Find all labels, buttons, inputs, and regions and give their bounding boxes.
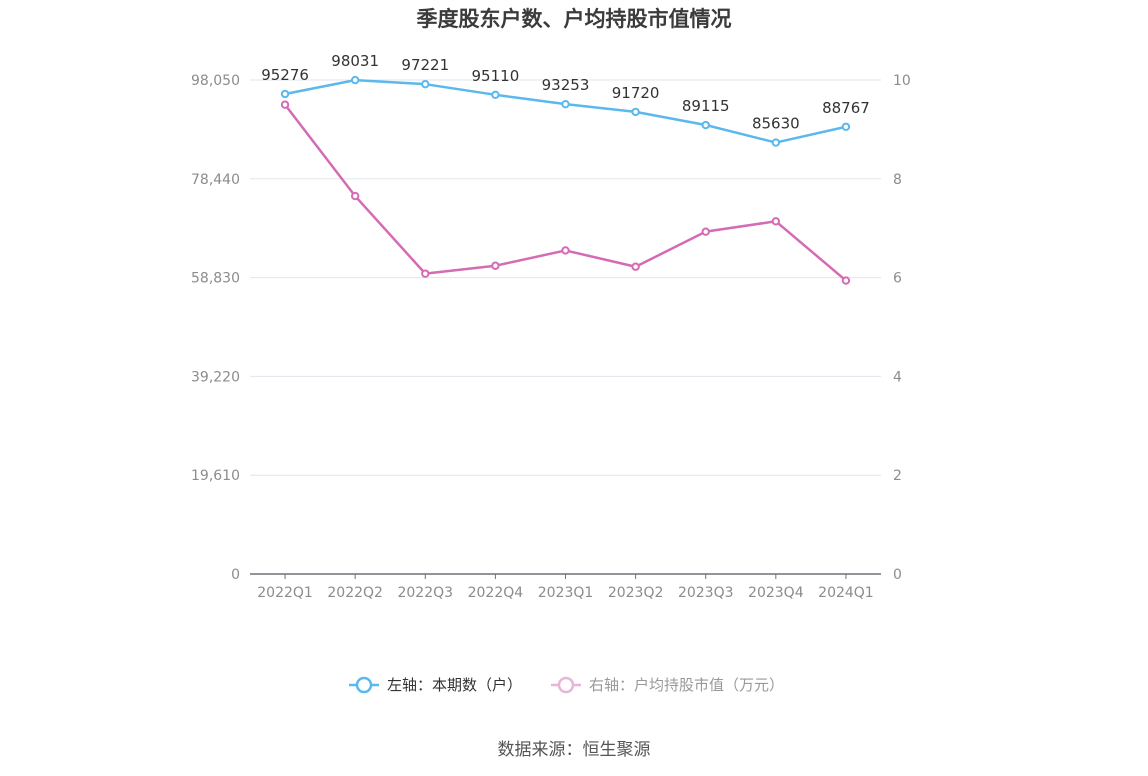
x-axis-tick-label: 2023Q1	[538, 585, 594, 601]
shareholder-count-series-point	[350, 75, 360, 85]
left-axis-tick-label: 58,830	[191, 271, 240, 287]
legend-marker-icon	[355, 676, 373, 694]
right-axis-tick-label: 2	[893, 468, 902, 484]
series	[280, 75, 851, 285]
x-axis-tick-label: 2022Q4	[468, 585, 524, 601]
right-axis-tick-label: 0	[893, 567, 902, 583]
x-axis-tick-label: 2023Q4	[748, 585, 804, 601]
legend-item-shareholder-count[interactable]: 左轴：本期数（户）	[349, 676, 522, 694]
shareholder-count-series-point	[421, 79, 430, 89]
shareholder-count-series-point	[771, 138, 781, 147]
left-axis-tick-label: 0	[231, 567, 240, 583]
shareholder-count-series-point	[631, 107, 640, 117]
legend-label: 左轴：本期数（户）	[387, 676, 522, 694]
avg-holding-value-series-point	[701, 227, 710, 236]
avg-holding-value-series-point	[491, 261, 500, 270]
data-labels: 95276 98031 97221 95110 93253 91720 89115 85630…	[261, 52, 870, 132]
data-label: 95276	[261, 66, 309, 84]
data-label: 97221	[401, 56, 449, 74]
avg-holding-value-series-point	[841, 276, 851, 285]
x-axis-tick-label: 2022Q1	[257, 585, 313, 601]
x-axis-tick-label: 2022Q2	[327, 585, 383, 601]
x-axis-tick-label: 2022Q3	[397, 585, 453, 601]
shareholder-count-series-point	[841, 122, 851, 131]
avg-holding-value-series-point	[421, 269, 430, 278]
right-axis-tick-label: 6	[893, 271, 902, 287]
right-axis-tick-label: 10	[893, 73, 911, 89]
data-label: 98031	[331, 52, 379, 70]
data-label: 91720	[612, 84, 660, 102]
data-label: 88767	[822, 99, 870, 117]
x-axis-tick-label: 2023Q3	[678, 585, 734, 601]
shareholder-count-series-point	[561, 99, 570, 109]
right-axis-tick-label: 8	[893, 172, 902, 188]
shareholder-count-series-point	[701, 120, 710, 130]
data-label: 89115	[682, 97, 730, 115]
data-label: 85630	[752, 115, 800, 133]
avg-holding-value-series-point	[350, 191, 360, 201]
source-note: 数据来源：恒生聚源	[498, 740, 651, 760]
axes: 0 19,610 39,220 58,830 78,440 98,050 0 2 4 6 8 10 20…	[191, 73, 911, 601]
avg-holding-value-series-point	[561, 246, 570, 255]
avg-holding-value-series-point	[631, 262, 640, 271]
left-axis-tick-label: 78,440	[191, 172, 240, 188]
chart-title: 季度股东户数、户均持股市值情况	[417, 7, 732, 31]
avg-holding-value-series-point	[771, 217, 781, 226]
left-axis-tick-label: 98,050	[191, 73, 240, 89]
shareholder-count-series-point	[280, 89, 290, 99]
data-label: 95110	[472, 67, 520, 85]
left-axis-tick-label: 39,220	[191, 369, 240, 385]
x-axis-tick-label: 2024Q1	[818, 585, 874, 601]
x-axis-tick-label: 2023Q2	[608, 585, 664, 601]
legend: 左轴：本期数（户） 右轴：户均持股市值（万元）	[349, 676, 784, 694]
data-label: 93253	[542, 76, 590, 94]
legend-label: 右轴：户均持股市值（万元）	[589, 676, 784, 694]
right-axis-tick-label: 4	[893, 369, 902, 385]
legend-item-avg-holding-value[interactable]: 右轴：户均持股市值（万元）	[551, 676, 784, 694]
shareholder-count-series-point	[491, 90, 500, 100]
legend-marker-icon	[557, 676, 575, 694]
avg-holding-value-series-point	[280, 100, 290, 109]
left-axis-tick-label: 19,610	[191, 468, 240, 484]
